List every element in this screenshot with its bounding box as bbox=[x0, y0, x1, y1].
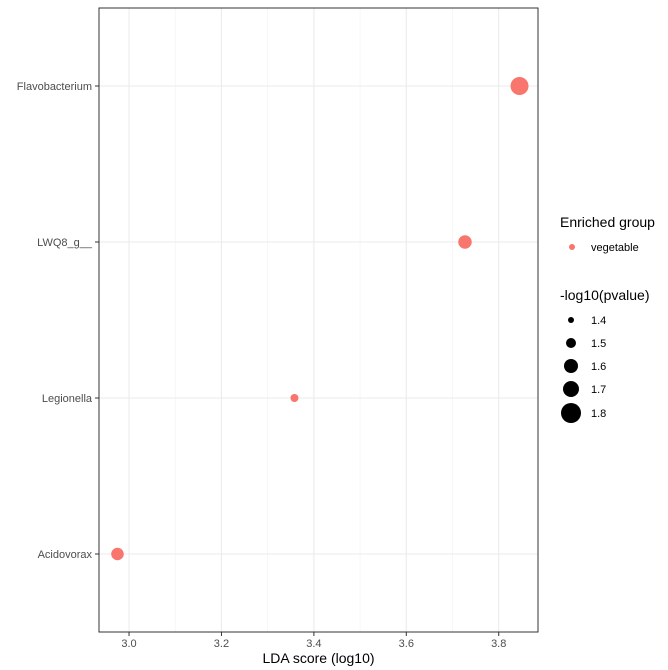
size-legend: -log10(pvalue) 1.4 1.5 1.6 1.7 1.8 bbox=[560, 287, 650, 423]
color-legend-title: Enriched group bbox=[560, 214, 655, 230]
x-tick-label: 3.6 bbox=[399, 638, 414, 650]
legend-size-label: 1.5 bbox=[591, 338, 606, 350]
x-tick-label: 3.0 bbox=[121, 638, 136, 650]
legend-size-swatch bbox=[568, 317, 574, 323]
legend-size-swatch bbox=[563, 381, 579, 397]
y-tick-label: Legionella bbox=[42, 393, 93, 405]
legend-size-swatch bbox=[564, 359, 578, 373]
legend-size-swatch bbox=[561, 403, 581, 423]
x-tick-label: 3.8 bbox=[491, 638, 506, 650]
data-point bbox=[111, 547, 124, 561]
legend-color-label: vegetable bbox=[591, 242, 639, 254]
legend-color-swatch bbox=[569, 244, 575, 250]
legend-size-label: 1.8 bbox=[591, 408, 606, 420]
legend-size-label: 1.6 bbox=[591, 361, 606, 373]
x-tick-label: 3.2 bbox=[214, 638, 229, 650]
data-point bbox=[458, 235, 472, 249]
legend-size-label: 1.7 bbox=[591, 384, 606, 396]
y-tick-label: LWQ8_g__ bbox=[37, 237, 93, 249]
x-axis-title: LDA score (log10) bbox=[262, 650, 374, 666]
color-legend: Enriched group vegetable bbox=[560, 214, 655, 254]
data-point bbox=[510, 77, 529, 95]
points bbox=[111, 77, 529, 561]
y-tick-label: Flavobacterium bbox=[17, 81, 92, 93]
legend-size-label: 1.4 bbox=[591, 315, 606, 327]
data-point bbox=[290, 394, 299, 402]
panel-border bbox=[98, 7, 539, 633]
x-axis: 3.0 3.2 3.4 3.6 3.8 bbox=[121, 632, 506, 650]
legend-size-swatch bbox=[566, 338, 576, 348]
y-axis: Flavobacterium LWQ8_g__ Legionella Acidovor… bbox=[17, 81, 99, 561]
grid bbox=[99, 8, 538, 632]
y-tick-label: Acidovorax bbox=[38, 549, 93, 561]
x-tick-label: 3.4 bbox=[306, 638, 321, 650]
size-legend-title: -log10(pvalue) bbox=[560, 287, 650, 303]
